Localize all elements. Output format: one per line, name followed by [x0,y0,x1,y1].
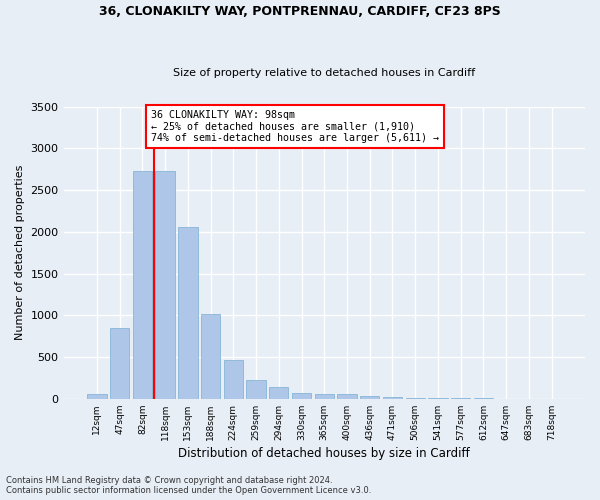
Bar [360,396,379,399]
Bar [269,386,289,399]
Bar [178,227,197,399]
Bar [224,360,243,399]
Bar [337,394,356,399]
Bar [133,171,152,399]
Text: 36 CLONAKILTY WAY: 98sqm
← 25% of detached houses are smaller (1,910)
74% of sem: 36 CLONAKILTY WAY: 98sqm ← 25% of detach… [151,110,439,143]
Bar [155,171,175,399]
Y-axis label: Number of detached properties: Number of detached properties [15,165,25,340]
Title: Size of property relative to detached houses in Cardiff: Size of property relative to detached ho… [173,68,475,78]
Bar [247,380,266,399]
Bar [201,314,220,399]
Bar [406,398,425,399]
Bar [314,394,334,399]
X-axis label: Distribution of detached houses by size in Cardiff: Distribution of detached houses by size … [178,447,470,460]
Text: Contains HM Land Registry data © Crown copyright and database right 2024.
Contai: Contains HM Land Registry data © Crown c… [6,476,371,495]
Bar [428,398,448,399]
Bar [87,394,107,399]
Text: 36, CLONAKILTY WAY, PONTPRENNAU, CARDIFF, CF23 8PS: 36, CLONAKILTY WAY, PONTPRENNAU, CARDIFF… [99,5,501,18]
Bar [292,393,311,399]
Bar [383,397,402,399]
Bar [110,328,130,399]
